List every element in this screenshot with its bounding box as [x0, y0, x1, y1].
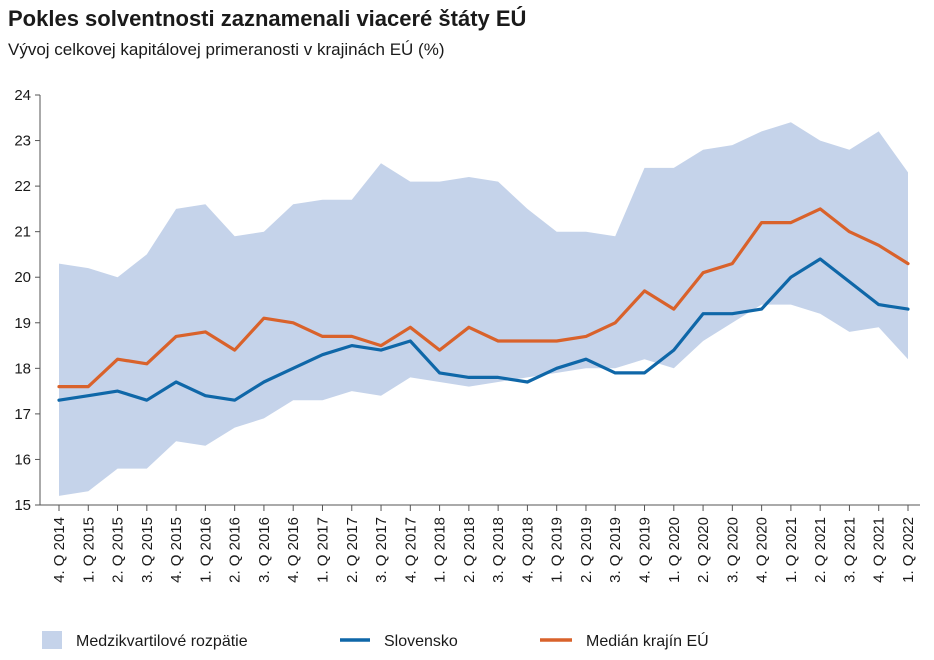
- x-tick-label: 3. Q 2021: [841, 517, 858, 583]
- x-tick-label: 1. Q 2022: [900, 517, 917, 583]
- y-tick-label: 23: [14, 133, 31, 150]
- x-tick-label: 1. Q 2015: [80, 517, 97, 583]
- x-tick-label: 4. Q 2018: [519, 517, 536, 583]
- y-tick-label: 20: [14, 269, 31, 286]
- x-tick-label: 4. Q 2014: [51, 517, 68, 583]
- x-tick-label: 2. Q 2021: [812, 517, 829, 583]
- x-tick-label: 3. Q 2019: [607, 517, 624, 583]
- legend-label-band: Medzikvartilové rozpätie: [76, 633, 248, 650]
- x-tick-label: 2. Q 2018: [461, 517, 478, 583]
- x-tick-label: 2. Q 2019: [578, 517, 595, 583]
- x-tick-label: 1. Q 2020: [666, 517, 683, 583]
- x-tick-label: 3. Q 2016: [256, 517, 273, 583]
- legend-label-slovensko: Slovensko: [384, 633, 458, 650]
- x-tick-label: 3. Q 2015: [139, 517, 156, 583]
- x-tick-label: 4. Q 2020: [754, 517, 771, 583]
- interquartile-band: [59, 122, 908, 496]
- chart-subtitle: Vývoj celkovej kapitálovej primeranosti …: [8, 40, 445, 59]
- y-tick-label: 16: [14, 451, 31, 468]
- y-tick-label: 17: [14, 406, 31, 423]
- x-tick-label: 1. Q 2016: [197, 517, 214, 583]
- x-tick-label: 4. Q 2015: [168, 517, 185, 583]
- y-tick-label: 22: [14, 178, 31, 195]
- x-tick-label: 1. Q 2019: [549, 517, 566, 583]
- x-tick-label: 2. Q 2017: [344, 517, 361, 583]
- y-tick-label: 24: [14, 87, 31, 104]
- x-tick-label: 4. Q 2017: [402, 517, 419, 583]
- x-tick-label: 2. Q 2015: [110, 517, 127, 583]
- series-line-eu-median: [57, 207, 910, 389]
- x-tick-label: 3. Q 2017: [373, 517, 390, 583]
- x-tick-label: 1. Q 2017: [315, 517, 332, 583]
- y-tick-label: 15: [14, 497, 31, 514]
- x-tick-label: 2. Q 2020: [695, 517, 712, 583]
- chart-title: Pokles solventnosti zaznamenali viaceré …: [8, 6, 527, 31]
- legend-swatch-band: [42, 631, 62, 649]
- x-tick-label: 1. Q 2021: [783, 517, 800, 583]
- x-tick-label: 4. Q 2021: [871, 517, 888, 583]
- x-tick-label: 4. Q 2016: [285, 517, 302, 583]
- x-tick-label: 3. Q 2018: [490, 517, 507, 583]
- x-tick-label: 4. Q 2019: [637, 517, 654, 583]
- y-tick-label: 19: [14, 315, 31, 332]
- x-tick-label: 1. Q 2018: [432, 517, 449, 583]
- y-tick-label: 21: [14, 224, 31, 241]
- x-tick-label: 2. Q 2016: [227, 517, 244, 583]
- series-line-slovensko: [57, 257, 910, 402]
- x-tick-label: 3. Q 2020: [724, 517, 741, 583]
- y-tick-label: 18: [14, 360, 31, 377]
- legend-label-eu-median: Medián krajín EÚ: [586, 631, 709, 650]
